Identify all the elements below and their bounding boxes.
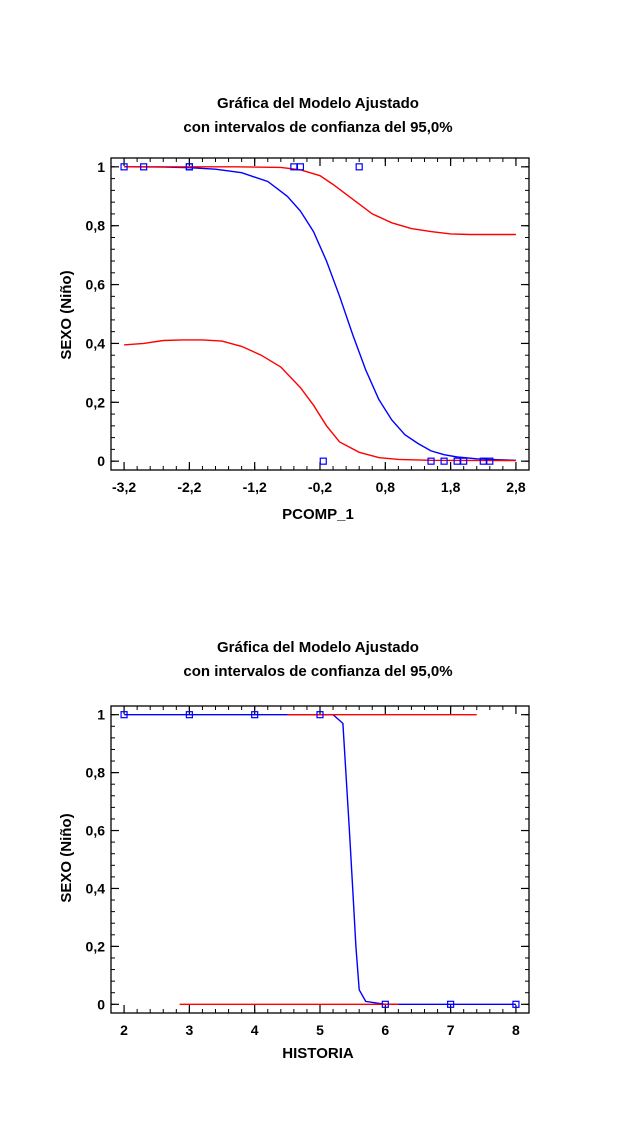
data-point [440, 457, 448, 465]
data-point [120, 163, 128, 171]
chart-subtitle: con intervalos de confianza del 95,0% [183, 119, 452, 136]
y-tick-label: 0,6 [86, 823, 106, 839]
y-tick-label: 0,2 [86, 394, 106, 410]
data-point [512, 1000, 520, 1008]
data-point [460, 457, 468, 465]
x-tick-label: -0,2 [308, 479, 332, 495]
x-tick-label: 0,8 [376, 479, 396, 495]
x-tick-label: -3,2 [112, 479, 136, 495]
x-tick-label: 6 [381, 1022, 389, 1038]
y-tick-label: 0 [97, 996, 105, 1012]
data-point [427, 457, 435, 465]
y-tick-label: 1 [97, 159, 105, 175]
y-axis-label: SEXO (Niño) [58, 270, 75, 359]
data-point [140, 163, 148, 171]
x-tick-label: 8 [512, 1022, 520, 1038]
x-tick-label: 2 [120, 1022, 128, 1038]
data-point [355, 163, 363, 171]
x-tick-label: 4 [251, 1022, 259, 1038]
data-point [316, 711, 324, 719]
fitted-model-line [124, 714, 516, 1005]
chart-pcomp: Gráfica del Modelo Ajustado con interval… [58, 95, 530, 523]
x-tick-label: 5 [316, 1022, 324, 1038]
plot-frame [110, 705, 530, 1014]
plot-marks: 2 3 4 5 6 7 8 0 0,2 0,4 0,6 0,8 1 [86, 705, 530, 1038]
x-axis-label: PCOMP_1 [282, 506, 354, 523]
confidence-limit-line [124, 339, 516, 462]
y-tick-label: 1 [97, 707, 105, 723]
confidence-limit-line [124, 166, 516, 236]
data-point [486, 457, 494, 465]
y-tick-label: 0,2 [86, 938, 106, 954]
fitted-model-line [124, 166, 516, 461]
plot-marks: -3,2 -2,2 -1,2 -0,2 0,8 1,8 2,8 0 0,2 0,4 0,6 0,8 1 [86, 157, 530, 495]
data-point [453, 457, 461, 465]
y-tick-label: 0,6 [86, 277, 106, 293]
data-point [447, 1000, 455, 1008]
x-tick-label: 7 [447, 1022, 455, 1038]
x-axis-label: HISTORIA [282, 1045, 354, 1062]
x-tick-label: 2,8 [506, 479, 526, 495]
x-tick-label: 1,8 [441, 479, 461, 495]
x-tick-label: -2,2 [177, 479, 201, 495]
plot-frame [110, 157, 530, 471]
x-tick-label: -1,2 [243, 479, 267, 495]
data-point [296, 163, 305, 171]
y-tick-label: 0,8 [86, 218, 106, 234]
data-point [381, 1000, 389, 1008]
x-tick-label: 3 [185, 1022, 193, 1038]
y-tick-label: 0,4 [86, 335, 106, 351]
data-point [185, 163, 193, 171]
data-point [120, 711, 128, 719]
chart-subtitle: con intervalos de confianza del 95,0% [183, 663, 452, 680]
y-axis-label: SEXO (Niño) [58, 813, 75, 902]
chart-historia: Gráfica del Modelo Ajustado con interval… [58, 639, 530, 1062]
data-point [185, 711, 193, 719]
data-point [319, 457, 327, 465]
y-tick-label: 0,8 [86, 765, 106, 781]
chart-title: Gráfica del Modelo Ajustado [217, 639, 419, 656]
data-point [251, 711, 259, 719]
chart-title: Gráfica del Modelo Ajustado [217, 95, 419, 112]
y-tick-label: 0 [97, 453, 105, 469]
y-tick-label: 0,4 [86, 880, 106, 896]
